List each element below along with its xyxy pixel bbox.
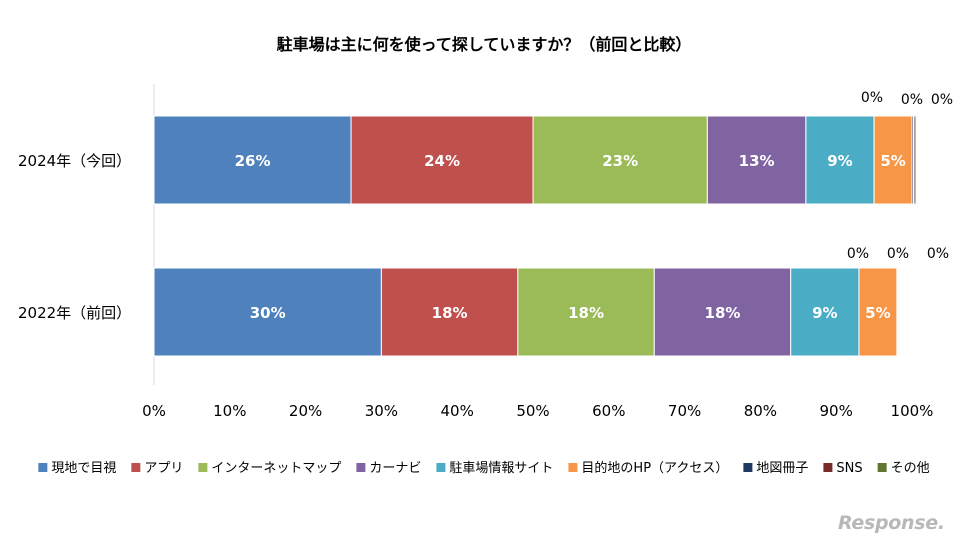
bar-data-label: 23% <box>602 152 638 170</box>
bar-data-label: 24% <box>424 152 460 170</box>
bar-segment <box>380 267 519 357</box>
x-tick-label: 10% <box>213 402 246 420</box>
response-watermark-logo: Response. <box>838 512 945 534</box>
bar-data-label: 5% <box>880 152 905 170</box>
legend-swatch <box>356 463 366 472</box>
x-tick-label: 0% <box>142 402 166 420</box>
legend-label: 地図冊子 <box>756 461 808 476</box>
bar-data-label: 26% <box>235 152 271 170</box>
chart-title: 駐車場は主に何を使って探していますか？（前回と比較） <box>277 35 692 54</box>
legend-label: カーナビ <box>369 461 421 476</box>
legend-label: SNS <box>836 461 862 476</box>
bar-data-label: 18% <box>568 304 604 322</box>
legend-label: 目的地のHP（アクセス） <box>581 460 728 476</box>
legend-swatch <box>38 463 48 472</box>
bar-segment <box>153 267 382 357</box>
legend-swatch <box>877 463 887 472</box>
legend-label: 駐車場情報サイト <box>449 461 553 476</box>
legend-label: インターネットマップ <box>211 461 341 476</box>
bar-data-label: 18% <box>432 304 468 322</box>
legend-swatch <box>198 463 208 472</box>
legend-swatch <box>823 463 833 472</box>
bar-data-label: 9% <box>812 304 837 322</box>
legend-item: SNS <box>823 461 863 476</box>
legend-swatch <box>131 463 141 472</box>
bar-segment <box>517 267 655 357</box>
legend-swatch <box>436 463 446 472</box>
bar-data-label: 30% <box>250 304 286 322</box>
legend-item: 地図冊子 <box>743 461 808 476</box>
legend-item: カーナビ <box>356 461 421 476</box>
legend-swatch <box>743 463 753 472</box>
x-tick-label: 50% <box>516 402 549 420</box>
x-tick-label: 30% <box>365 402 398 420</box>
bar-data-label: 9% <box>827 152 852 170</box>
bar-data-label: 5% <box>865 304 890 322</box>
small-segment-label: 0% <box>861 90 883 106</box>
legend-item: インターネットマップ <box>198 461 341 476</box>
small-segment-label: 0% <box>887 246 909 262</box>
bar-segment <box>858 267 898 357</box>
bar-segment <box>153 115 352 205</box>
x-tick-label: 60% <box>592 402 625 420</box>
x-tick-label: 40% <box>441 402 474 420</box>
legend-swatch <box>568 463 578 472</box>
bar-segment <box>914 115 918 205</box>
x-tick-label: 90% <box>820 402 853 420</box>
x-tick-label: 100% <box>891 402 934 420</box>
legend-item: 駐車場情報サイト <box>436 461 553 476</box>
x-tick-label: 20% <box>289 402 322 420</box>
legend-label: 現地で目視 <box>51 461 116 476</box>
legend-item: アプリ <box>131 461 183 476</box>
legend-label: その他 <box>891 461 930 476</box>
bar-segment <box>790 267 860 357</box>
bar-data-label: 13% <box>739 152 775 170</box>
legend-item: その他 <box>877 461 930 476</box>
bar-segment <box>873 115 913 205</box>
legend-item: 現地で目視 <box>38 461 116 476</box>
bar-data-label: 18% <box>705 304 741 322</box>
bar-segment <box>350 115 534 205</box>
small-segment-label: 0% <box>931 92 953 108</box>
small-segment-label: 0% <box>901 92 923 108</box>
legend-item: 目的地のHP（アクセス） <box>568 460 728 476</box>
small-segment-label: 0% <box>927 246 949 262</box>
x-tick-label: 70% <box>668 402 701 420</box>
small-segment-label: 0% <box>847 246 869 262</box>
bar-segment <box>532 115 708 205</box>
category-label: 2022年（前回） <box>18 304 131 322</box>
legend-label: アプリ <box>144 461 183 476</box>
category-label: 2024年（今回） <box>18 152 131 170</box>
x-tick-label: 80% <box>744 402 777 420</box>
